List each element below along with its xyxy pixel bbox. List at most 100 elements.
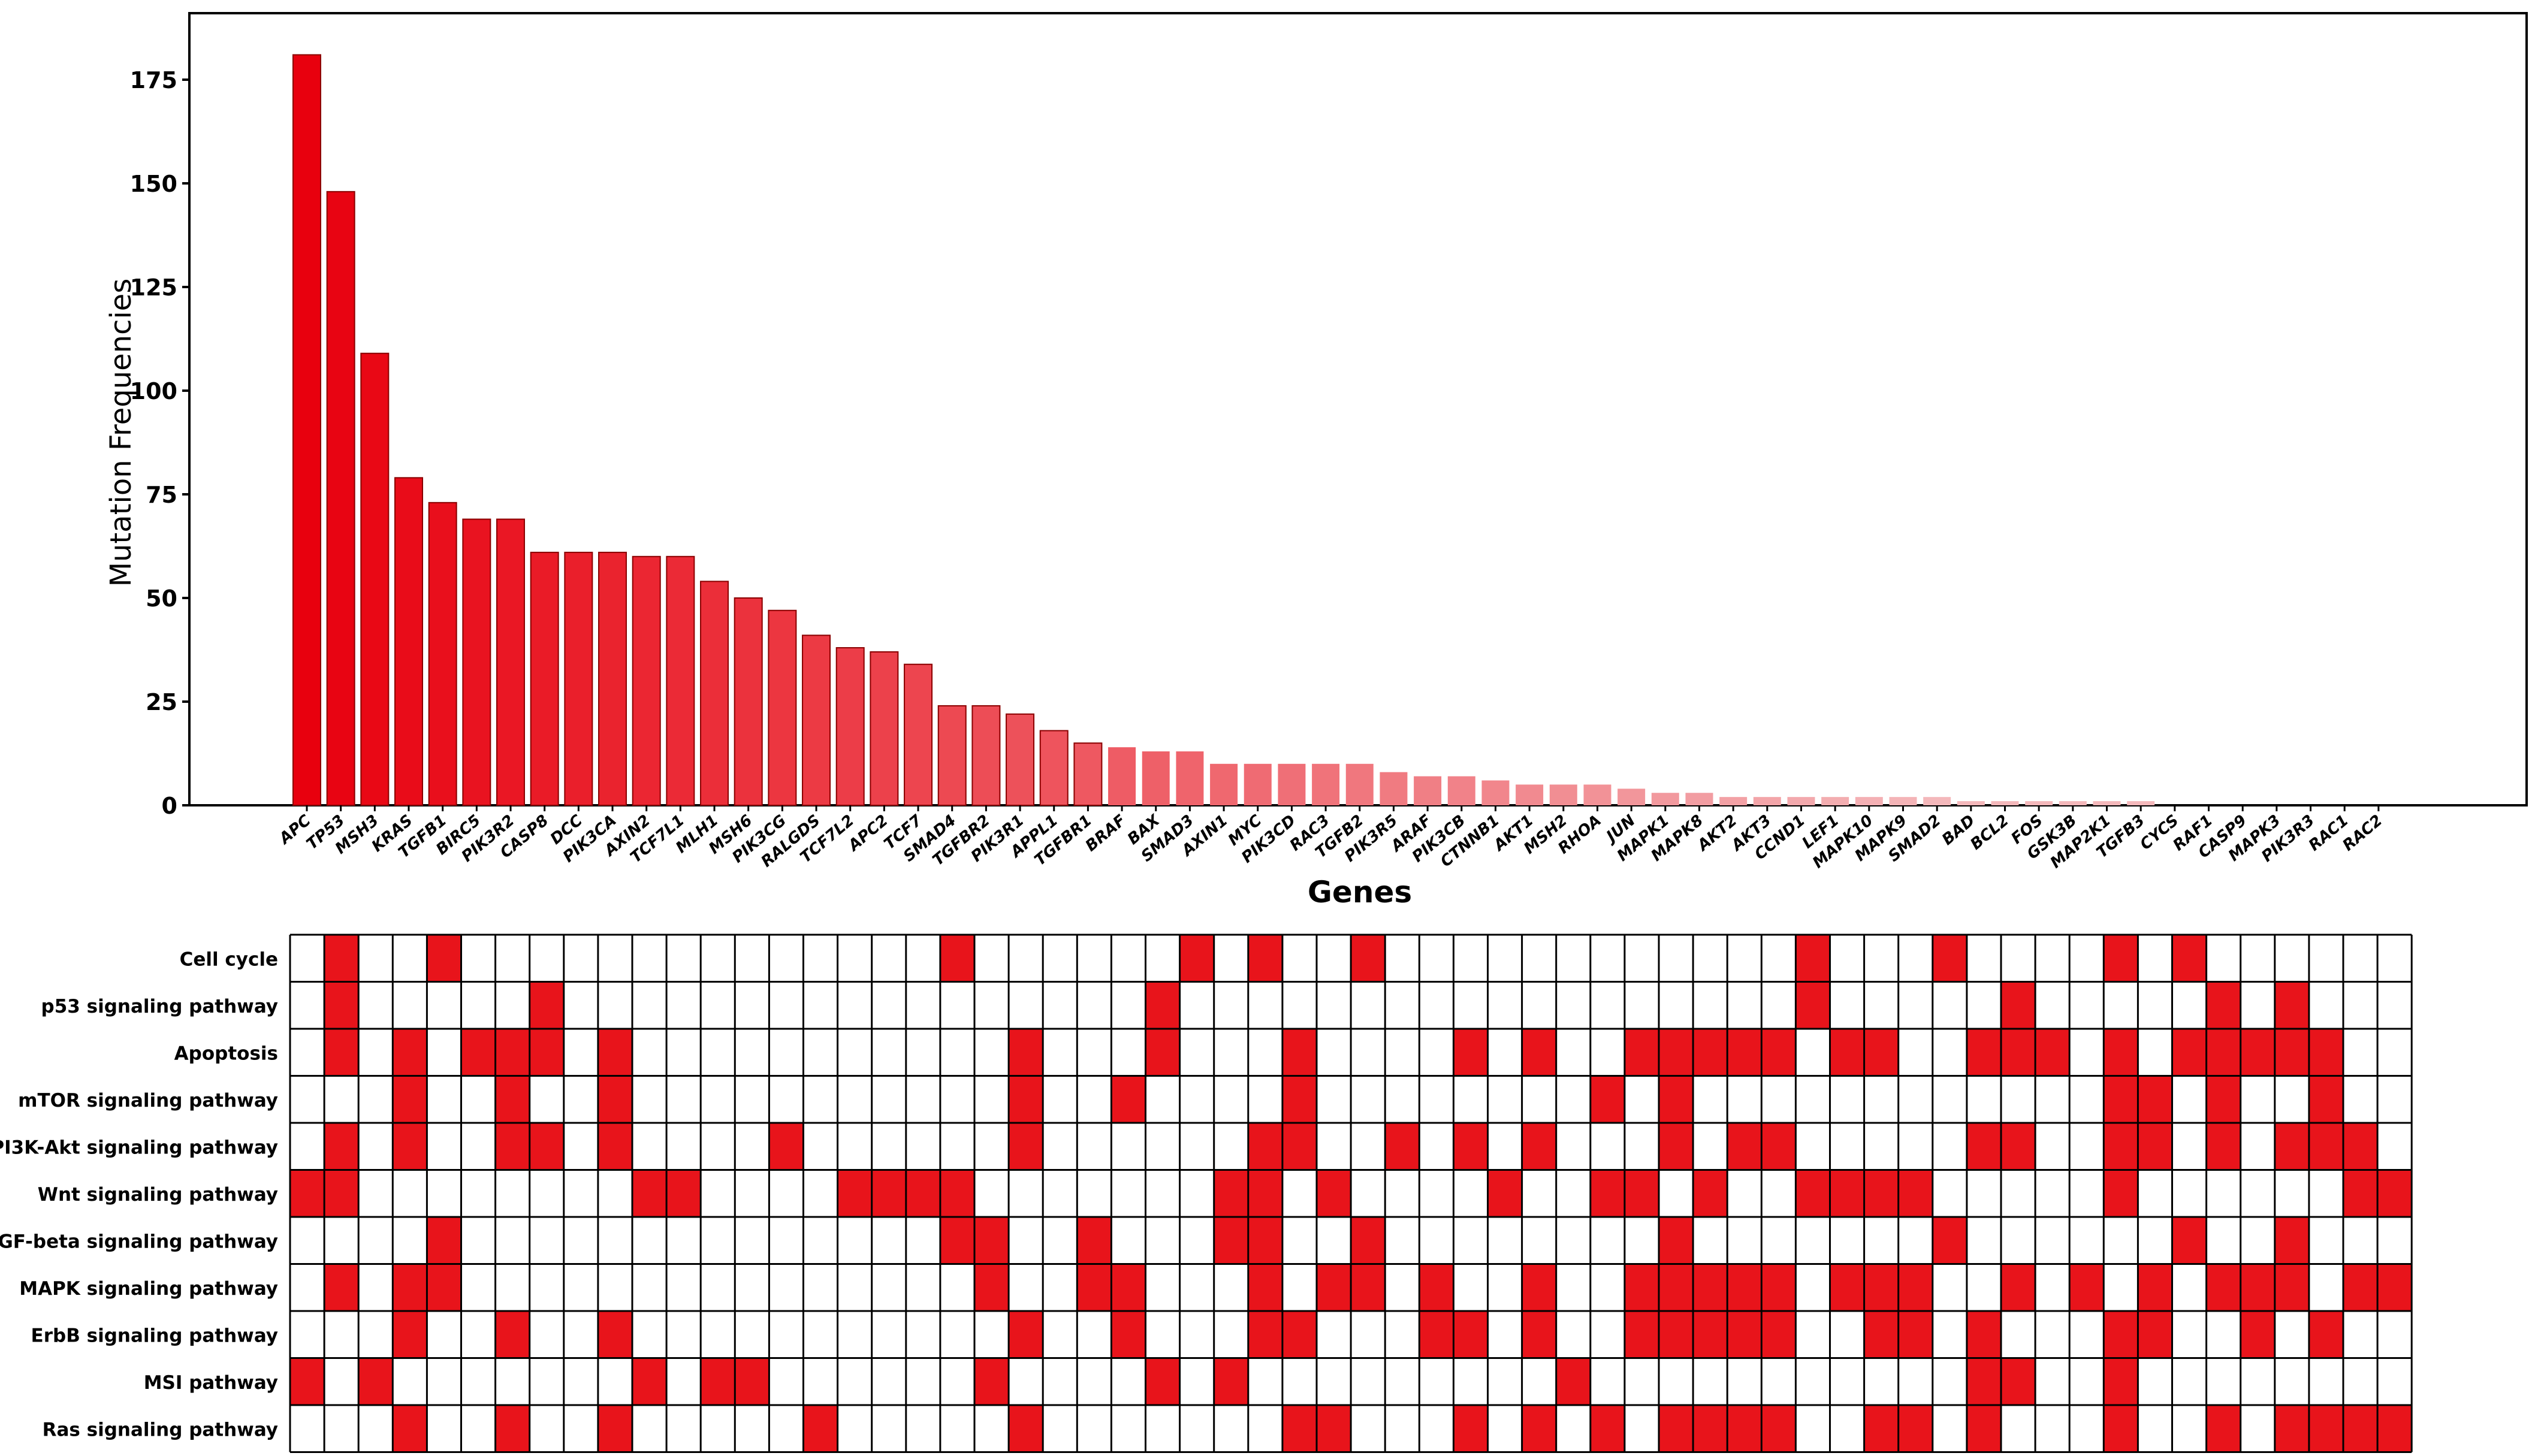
- cell-empty: [803, 1123, 838, 1170]
- cell-filled: [290, 1170, 325, 1217]
- cell-empty: [735, 935, 769, 982]
- cell-filled: [1111, 1264, 1146, 1311]
- cell-filled: [2308, 1123, 2343, 1170]
- cell-filled: [2274, 981, 2309, 1029]
- cell-filled: [1556, 1358, 1591, 1405]
- cell-empty: [940, 1358, 974, 1405]
- cell-empty: [1727, 981, 1762, 1029]
- cell-empty: [1111, 1029, 1146, 1076]
- cell-empty: [1385, 981, 1420, 1029]
- cell-empty: [2138, 1170, 2172, 1217]
- cell-filled: [2240, 1311, 2275, 1358]
- cell-filled: [940, 935, 974, 982]
- cell-filled: [974, 1217, 1009, 1264]
- cell-filled: [1419, 1264, 1454, 1311]
- cell-filled: [393, 1076, 427, 1123]
- cell-filled: [1727, 1311, 1762, 1358]
- cell-empty: [632, 1405, 667, 1452]
- cell-empty: [1317, 1358, 1351, 1405]
- cell-empty: [1043, 1029, 1078, 1076]
- cell-filled: [2138, 1311, 2172, 1358]
- cell-empty: [1043, 1264, 1078, 1311]
- cell-empty: [1898, 981, 1933, 1029]
- cell-empty: [1179, 1358, 1214, 1405]
- bar-tgfb2: [1345, 763, 1374, 805]
- cell-filled: [1761, 1029, 1796, 1076]
- cell-filled: [2104, 1029, 2138, 1076]
- cell-empty: [871, 1029, 906, 1076]
- cell-filled: [1898, 1405, 1933, 1452]
- row-label: TGF-beta signaling pathway: [0, 1231, 278, 1252]
- cell-empty: [2172, 1123, 2207, 1170]
- cell-filled: [529, 981, 564, 1029]
- bar-akt1: [1516, 784, 1544, 805]
- cell-empty: [358, 981, 393, 1029]
- cell-filled: [597, 1076, 632, 1123]
- cell-filled: [1898, 1264, 1933, 1311]
- cell-empty: [1043, 935, 1078, 982]
- cell-empty: [495, 1217, 530, 1264]
- cell-empty: [2001, 1217, 2036, 1264]
- cell-filled: [1009, 1029, 1043, 1076]
- cell-empty: [1317, 1311, 1351, 1358]
- cell-empty: [1522, 935, 1556, 982]
- cell-filled: [2274, 1123, 2309, 1170]
- cell-empty: [1932, 1029, 1967, 1076]
- cell-filled: [495, 1311, 530, 1358]
- cell-empty: [2343, 1358, 2378, 1405]
- cell-empty: [906, 1311, 940, 1358]
- row-label: Ras signaling pathway: [43, 1419, 278, 1440]
- cell-filled: [461, 1029, 496, 1076]
- cell-empty: [461, 935, 496, 982]
- cell-filled: [1522, 1264, 1556, 1311]
- cell-filled: [1282, 1076, 1317, 1123]
- cell-empty: [461, 1405, 496, 1452]
- cell-filled: [358, 1358, 393, 1405]
- cell-empty: [324, 1217, 359, 1264]
- cell-empty: [632, 1076, 667, 1123]
- bar-smad3: [1176, 751, 1204, 805]
- cell-empty: [1487, 1264, 1522, 1311]
- cell-filled: [1795, 981, 1830, 1029]
- bar-tcf7: [904, 663, 933, 806]
- cell-empty: [1487, 1311, 1522, 1358]
- cell-empty: [1659, 1170, 1694, 1217]
- cell-empty: [1932, 1405, 1967, 1452]
- cell-filled: [393, 1405, 427, 1452]
- cell-empty: [2206, 1170, 2241, 1217]
- bar-fos: [2025, 801, 2053, 805]
- cell-empty: [1317, 981, 1351, 1029]
- cell-empty: [2240, 1358, 2275, 1405]
- cell-empty: [1453, 1217, 1488, 1264]
- cell-filled: [2274, 1264, 2309, 1311]
- cell-filled: [837, 1170, 872, 1217]
- cell-empty: [906, 981, 940, 1029]
- cell-empty: [701, 1170, 735, 1217]
- cell-empty: [906, 935, 940, 982]
- cell-empty: [563, 1076, 598, 1123]
- cell-empty: [529, 1358, 564, 1405]
- cell-empty: [1932, 1264, 1967, 1311]
- bar-bad: [1957, 801, 1985, 805]
- cell-filled: [1248, 1264, 1282, 1311]
- cell-empty: [1111, 1405, 1146, 1452]
- bar-tgfbr1: [1073, 742, 1103, 806]
- cell-filled: [1898, 1311, 1933, 1358]
- bar-pik3r2: [496, 518, 526, 806]
- cell-filled: [1009, 1123, 1043, 1170]
- cell-empty: [1487, 1405, 1522, 1452]
- cell-filled: [2377, 1405, 2412, 1452]
- cell-empty: [1693, 1217, 1728, 1264]
- cell-empty: [2343, 1076, 2378, 1123]
- cell-empty: [563, 935, 598, 982]
- cell-empty: [1556, 1405, 1591, 1452]
- cell-empty: [2069, 1029, 2104, 1076]
- cell-empty: [1077, 1170, 1112, 1217]
- cell-empty: [2274, 1311, 2309, 1358]
- cell-empty: [701, 1076, 735, 1123]
- cell-filled: [324, 1170, 359, 1217]
- cell-filled: [495, 1123, 530, 1170]
- cell-empty: [1761, 981, 1796, 1029]
- cell-empty: [974, 1311, 1009, 1358]
- bar-tcf7l2: [835, 647, 865, 806]
